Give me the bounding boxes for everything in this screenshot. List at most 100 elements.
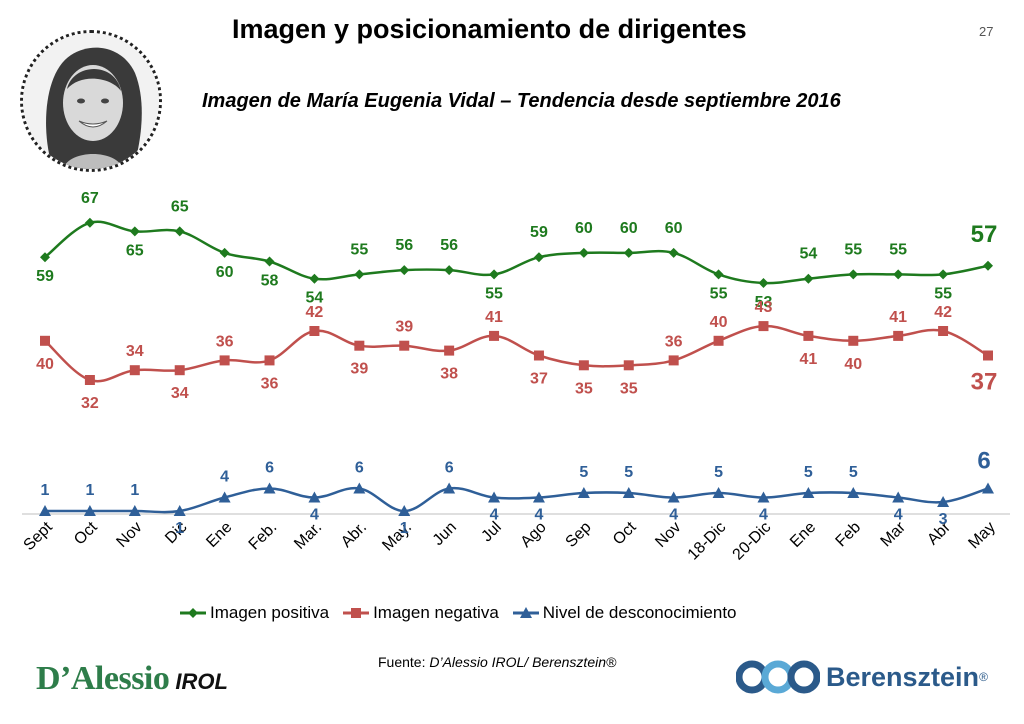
data-point-positive	[264, 256, 275, 267]
data-point-negative	[84, 375, 95, 385]
data-point-unknown	[308, 491, 321, 503]
data-label-positive: 55	[710, 285, 728, 302]
diamond-marker-icon	[180, 608, 206, 618]
data-point-positive	[399, 265, 410, 276]
data-point-negative	[489, 330, 500, 341]
berensztein-logo-text: Berensztein	[826, 661, 980, 692]
data-label-positive: 56	[395, 237, 413, 254]
data-point-positive	[84, 217, 95, 228]
data-point-negative	[40, 335, 50, 346]
data-point-positive	[758, 278, 769, 288]
source-prefix: Fuente:	[378, 654, 430, 670]
data-point-positive	[623, 247, 634, 258]
data-point-positive	[533, 252, 544, 263]
data-point-positive	[129, 226, 140, 237]
source-note: Fuente: D’Alessio IROL/ Berensztein®	[378, 654, 616, 670]
data-point-unknown	[982, 482, 994, 494]
data-point-positive	[983, 260, 993, 271]
data-label-negative: 40	[710, 314, 728, 331]
series-line-unknown	[45, 486, 989, 514]
data-point-negative	[309, 326, 320, 336]
data-point-positive	[40, 252, 50, 263]
data-point-unknown	[622, 487, 635, 498]
x-tick-label: Nov	[652, 519, 684, 551]
data-label-negative: 36	[665, 333, 683, 350]
line-chart: Sept Oct Nov Dic Ene Feb. Mar. Abr. May. Jun Jul Ag…	[21, 190, 1010, 564]
x-tick-label: Ene	[787, 519, 819, 551]
data-label-unknown: 6	[445, 460, 454, 477]
data-point-negative	[264, 355, 275, 366]
data-point-positive	[848, 269, 859, 280]
data-point-negative	[399, 340, 410, 351]
legend-negative: Imagen negativa	[343, 603, 499, 623]
x-tick-label: Oct	[610, 518, 640, 548]
data-label-negative: 42	[934, 304, 952, 321]
data-label-negative: 32	[81, 395, 99, 412]
data-point-negative	[983, 350, 993, 361]
x-tick-label: Sep	[563, 519, 595, 551]
data-point-positive	[713, 269, 724, 280]
data-label-unknown: 1	[85, 482, 94, 499]
x-tick-label: 18-Dic	[685, 519, 730, 564]
data-label-positive: 67	[81, 190, 99, 207]
source-text: D’Alessio IROL/ Berensztein®	[429, 654, 617, 670]
x-tick-label: Oct	[71, 518, 101, 548]
data-label-unknown: 6	[355, 460, 364, 477]
data-point-positive	[444, 265, 455, 276]
data-label-positive: 58	[261, 273, 279, 290]
series-line-positive	[44, 220, 989, 285]
triangle-marker-icon	[512, 607, 539, 618]
series-line-negative	[44, 324, 989, 383]
data-label-negative: 39	[395, 319, 413, 336]
data-point-unknown	[443, 482, 456, 494]
x-tick-label: Jun	[430, 519, 460, 549]
data-point-unknown	[218, 491, 231, 503]
data-point-positive	[803, 273, 814, 284]
data-label-unknown: 1	[130, 482, 139, 499]
data-label-unknown: 5	[624, 464, 633, 481]
x-tick-label: 20-Dic	[730, 519, 775, 564]
data-point-unknown	[353, 482, 366, 494]
x-tick-label: Ene	[203, 519, 235, 551]
data-point-unknown	[802, 487, 815, 498]
data-point-negative	[354, 340, 365, 351]
data-label-unknown: 5	[714, 464, 723, 481]
data-label-negative: 34	[171, 385, 189, 402]
page-title: Imagen y posicionamiento de dirigentes	[232, 14, 747, 44]
data-point-positive	[354, 269, 365, 280]
data-label-positive: 60	[620, 220, 638, 237]
data-point-positive	[174, 226, 185, 237]
data-point-unknown	[892, 491, 905, 503]
data-point-unknown	[757, 491, 770, 503]
berensztein-logo-icon	[736, 660, 820, 694]
data-point-negative	[803, 330, 814, 341]
data-label-unknown: 4	[310, 507, 319, 524]
data-point-unknown	[39, 505, 51, 516]
data-label-negative: 35	[620, 380, 638, 397]
data-label-negative: 41	[799, 351, 817, 368]
data-point-unknown	[263, 482, 276, 494]
data-label-negative: 39	[350, 361, 368, 378]
data-label-positive: 56	[440, 237, 458, 254]
data-point-negative	[623, 360, 634, 371]
data-point-negative	[219, 355, 230, 366]
data-point-negative	[893, 330, 904, 341]
data-label-unknown: 4	[759, 507, 768, 524]
data-point-unknown	[712, 487, 725, 498]
data-label-negative: 40	[36, 356, 54, 373]
data-label-positive: 59	[530, 224, 548, 241]
data-label-positive: 54	[799, 246, 817, 263]
x-tick-label: Mar.	[291, 519, 325, 553]
data-point-positive	[219, 247, 230, 258]
data-label-unknown: 5	[849, 464, 858, 481]
data-point-positive	[668, 247, 679, 258]
data-label-negative: 34	[126, 343, 144, 360]
data-point-unknown	[173, 505, 186, 516]
data-point-negative	[668, 355, 679, 366]
data-label-negative: 36	[261, 375, 279, 392]
data-point-negative	[713, 335, 724, 346]
data-label-unknown: 4	[534, 507, 543, 524]
x-tick-label: May	[965, 519, 998, 552]
data-point-negative	[533, 350, 544, 361]
data-point-unknown	[937, 496, 950, 507]
